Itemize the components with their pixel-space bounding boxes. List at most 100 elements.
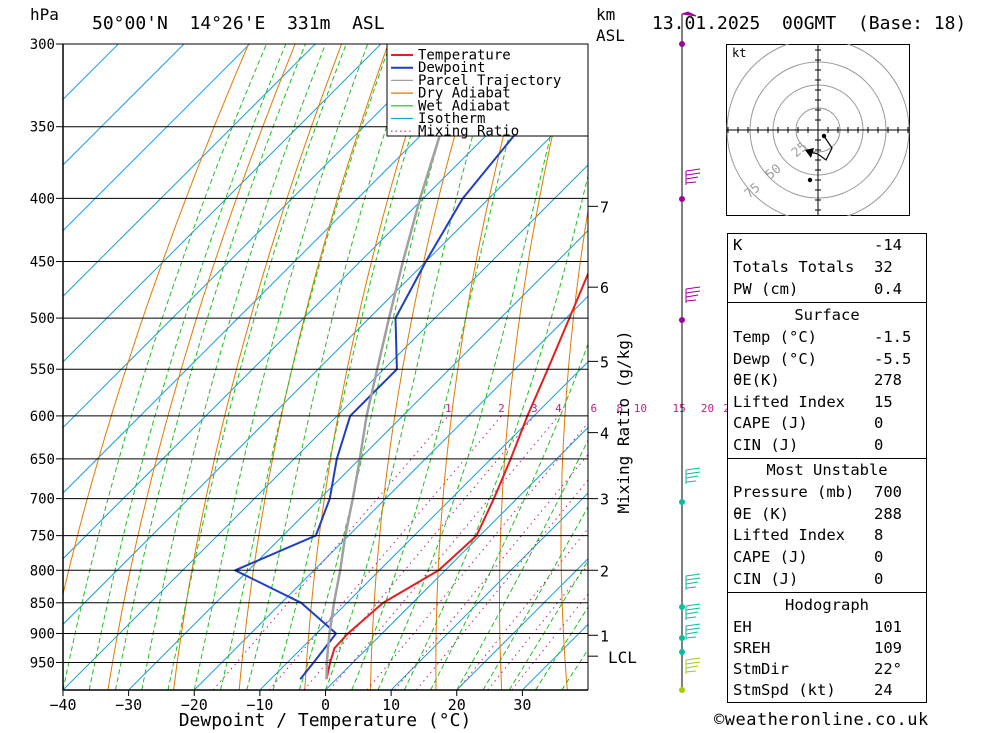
- surface-temp-label: Temp (°C): [733, 328, 817, 346]
- hodograph: kt 25 50 75: [726, 44, 910, 216]
- dry-adiabat-line: [238, 44, 389, 690]
- isotherm-line: [63, 98, 588, 626]
- isotherm-line: [325, 426, 588, 690]
- isotherm-line: [193, 295, 588, 690]
- surface-cin-value: 0: [874, 436, 884, 454]
- isotherm-line: [128, 229, 588, 690]
- temperature-curve: [325, 271, 588, 680]
- legend-label: Dry Adiabat: [418, 86, 511, 102]
- wet-adiabat-line: [246, 44, 415, 690]
- dry-adiabat-line: [678, 44, 713, 690]
- mixing-ratio-line: [416, 479, 588, 690]
- altitude-tick-label: 1: [600, 627, 609, 645]
- mu-li-label: Lifted Index: [733, 526, 845, 544]
- stmdir-label: StmDir: [733, 660, 789, 678]
- altitude-tick-label: 7: [600, 198, 609, 216]
- mu-cin-value: 0: [874, 570, 884, 588]
- stmspd-value: 24: [874, 681, 893, 699]
- mixing-ratio-line: [329, 415, 559, 690]
- wet-adiabat-line: [351, 44, 535, 690]
- mixing-ratio-value: 2: [498, 402, 505, 415]
- wet-adiabat-line: [88, 44, 287, 690]
- hodograph-trace: [809, 135, 833, 161]
- mixing-ratio-value: 3: [531, 402, 538, 415]
- mu-cin-label: CIN (J): [733, 570, 799, 588]
- wet-adiabat-line: [298, 44, 469, 690]
- wind-level-dot: [679, 499, 685, 505]
- surface-li-label: Lifted Index: [733, 393, 845, 411]
- surface-li-value: 15: [874, 393, 893, 411]
- legend-label: Wet Adiabat: [418, 98, 511, 114]
- legend-label: Mixing Ratio: [418, 124, 519, 140]
- pressure-tick-label: 800: [30, 563, 55, 579]
- sreh-label: SREH: [733, 639, 771, 657]
- mixing-ratio-value: 20: [701, 402, 714, 415]
- pressure-tick-label: 350: [30, 120, 55, 136]
- wet-adiabat-line: [456, 438, 588, 690]
- location-title: 50°00'N 14°26'E 331m ASL: [92, 13, 385, 34]
- dry-adiabat-line: [560, 207, 588, 690]
- dry-adiabat-line: [107, 44, 296, 690]
- k-index-label: K: [733, 236, 743, 254]
- pressure-tick-label: 650: [30, 452, 55, 468]
- pressure-tick-label: 900: [30, 626, 55, 642]
- wind-level-dot: [679, 317, 685, 323]
- surface-theta-value: 278: [874, 371, 902, 389]
- mixing-ratio-axis-title: Mixing Ratio (g/kg): [614, 330, 633, 513]
- mixing-ratio-line: [394, 453, 588, 690]
- totals-totals-label: Totals Totals: [733, 258, 855, 276]
- mixing-ratio-value: 10: [634, 402, 647, 415]
- x-axis-title: Dewpoint / Temperature (°C): [179, 710, 472, 731]
- wind-barb-icon: [685, 657, 701, 674]
- temperature-tick-label: −30: [115, 696, 142, 714]
- isotherm-line: [259, 361, 588, 690]
- pressure-tick-label: 500: [30, 311, 55, 327]
- wind-barb-icon: [685, 603, 701, 620]
- pressure-tick-label: 400: [30, 191, 55, 207]
- temperature-tick-label: −20: [181, 696, 208, 714]
- hodograph-point: [807, 177, 813, 183]
- pressure-tick-label: 450: [30, 255, 55, 271]
- wind-barb-icon: [685, 573, 701, 590]
- mixing-ratio-value: 8: [616, 402, 623, 415]
- mu-cape-label: CAPE (J): [733, 548, 808, 566]
- surface-theta-label: θE(K): [733, 371, 780, 389]
- isotherm-line: [390, 492, 588, 690]
- surface-dewp-value: -5.5: [874, 350, 912, 368]
- surface-cape-label: CAPE (J): [733, 414, 808, 432]
- mu-theta-label: θE (K): [733, 505, 789, 523]
- stmspd-label: StmSpd (kt): [733, 681, 836, 699]
- wind-barb-icon: [685, 286, 701, 303]
- temperature-tick-label: 0: [321, 696, 330, 714]
- pressure-tick-label: 300: [30, 37, 55, 53]
- mu-cape-value: 0: [874, 548, 884, 566]
- isotherm-line: [63, 44, 579, 560]
- pressure-tick-label: 750: [30, 529, 55, 545]
- isotherm-line: [63, 44, 119, 101]
- wet-adiabat-line: [220, 44, 391, 690]
- wet-adiabat-line: [272, 44, 441, 690]
- sreh-value: 109: [874, 639, 902, 657]
- mu-pressure-value: 700: [874, 483, 902, 501]
- mixing-ratio-line: [366, 422, 588, 690]
- mixing-ratio-value: 15: [673, 402, 686, 415]
- storm-motion-marker: [805, 148, 814, 158]
- isotherm-line: [63, 44, 382, 363]
- mixing-ratio-line: [457, 527, 588, 690]
- surface-cape-value: 0: [874, 414, 884, 432]
- wind-level-dot: [679, 604, 685, 610]
- wind-barb-icon: [685, 168, 701, 185]
- altitude-tick-label: 4: [600, 425, 609, 443]
- copyright-footer[interactable]: ©weatheronline.co.uk: [714, 710, 929, 730]
- eh-label: EH: [733, 618, 752, 636]
- hodograph-point: [821, 133, 827, 139]
- km-unit-label: km: [596, 5, 615, 24]
- altitude-tick-label: 6: [600, 279, 609, 297]
- datetime-title: 13.01.2025 00GMT (Base: 18): [652, 13, 966, 34]
- hpa-unit-label: hPa: [30, 5, 59, 24]
- wet-adiabat-line: [115, 44, 306, 690]
- wet-adiabat-line: [430, 342, 588, 690]
- temperature-tick-label: −40: [49, 696, 76, 714]
- wet-adiabat-line: [63, 44, 267, 690]
